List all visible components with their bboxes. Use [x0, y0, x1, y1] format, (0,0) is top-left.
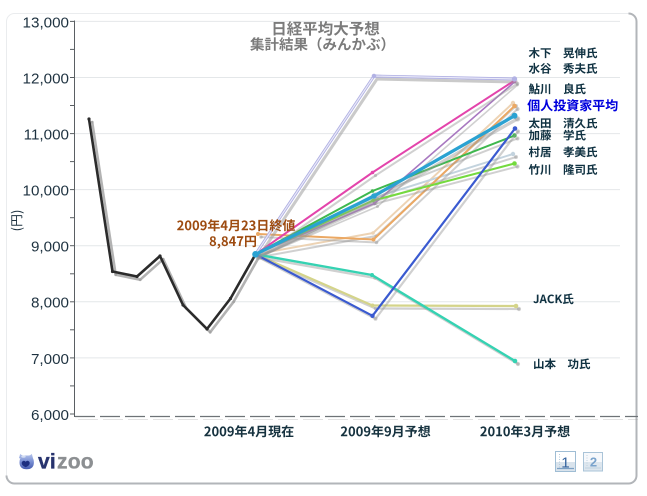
svg-text:7,000: 7,000 — [31, 351, 69, 368]
svg-text:2: 2 — [590, 455, 597, 470]
svg-text:1: 1 — [561, 455, 569, 472]
svg-text:9,000: 9,000 — [31, 239, 69, 256]
svg-text:12,000: 12,000 — [23, 70, 69, 87]
svg-text:6,000: 6,000 — [31, 407, 69, 424]
svg-text:vi: vi — [38, 451, 56, 474]
svg-text:zoo: zoo — [57, 451, 94, 474]
svg-text:10,000: 10,000 — [23, 183, 69, 200]
svg-text:8,000: 8,000 — [31, 295, 69, 312]
svg-text:13,000: 13,000 — [23, 14, 69, 31]
svg-text:11,000: 11,000 — [24, 127, 69, 144]
